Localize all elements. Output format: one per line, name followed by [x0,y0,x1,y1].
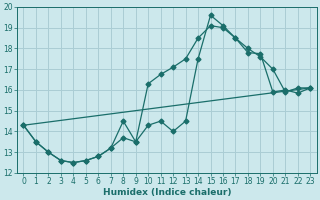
X-axis label: Humidex (Indice chaleur): Humidex (Indice chaleur) [103,188,231,197]
